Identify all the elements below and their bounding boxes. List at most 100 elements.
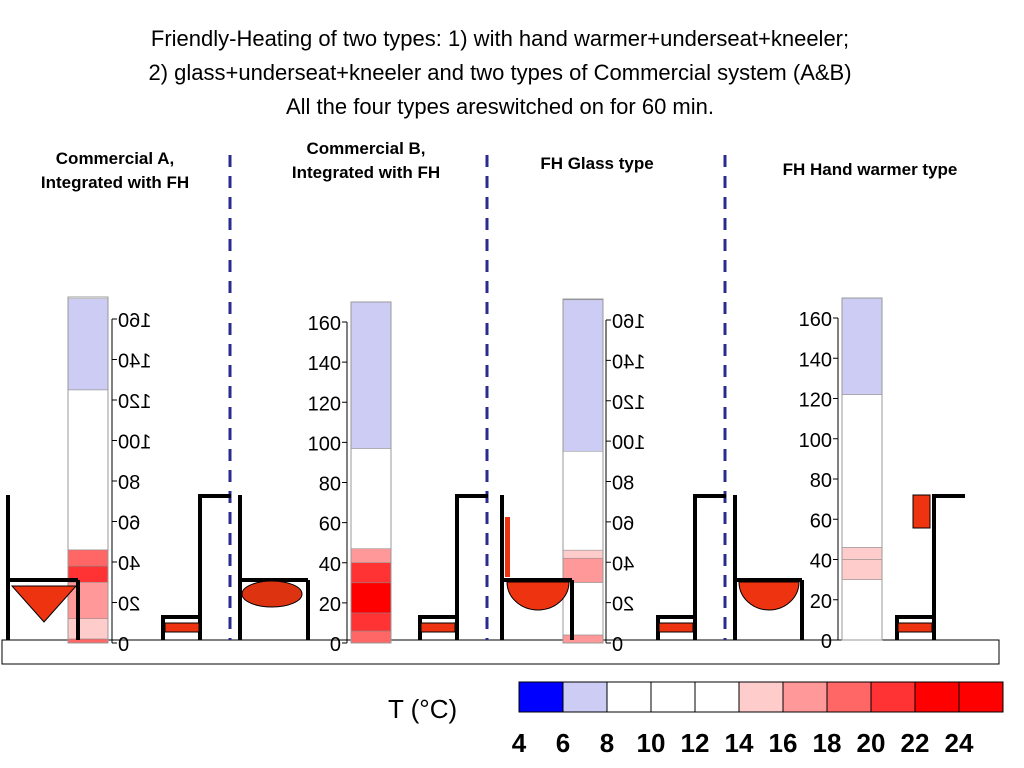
scale-tick-label: 140 (799, 349, 832, 371)
scale-tick-label: 80 (612, 473, 634, 495)
legend-tick-label: 10 (637, 728, 666, 758)
scale-tick-label: 0 (612, 634, 623, 656)
legend-tick-label: 24 (945, 728, 974, 758)
legend-tick-label: 8 (600, 728, 614, 758)
column-layer (67, 549, 109, 567)
scale-tick-label: 120 (799, 390, 832, 412)
church-pew-fh-glass (500, 494, 726, 640)
scale-tick-label: 120 (118, 391, 151, 413)
height-scale: 160 140 120 100 80 60 40 20 0 (308, 313, 348, 656)
column-layer (67, 389, 109, 551)
scale-tick-label: 40 (612, 553, 634, 575)
column-layer (562, 549, 604, 559)
scale-tick-label: 60 (319, 514, 341, 536)
panel-title-commercial-b: Commercial B, Integrated with FH (250, 137, 482, 185)
legend-swatch (650, 681, 696, 713)
panel-title-line: Commercial B, (306, 139, 426, 158)
panel-title-fh-hand-warmer: FH Hand warmer type (740, 158, 1000, 182)
temperature-column (562, 298, 604, 644)
legend-swatch (826, 681, 872, 713)
scale-tick-label: 100 (612, 432, 645, 454)
scale-tick-label: 0 (821, 631, 832, 653)
legend-tick-label: 12 (681, 728, 710, 758)
scale-tick-label: 20 (810, 591, 832, 613)
column-layer (562, 634, 604, 644)
height-scale: 160 140 120 100 80 60 40 20 0 (799, 309, 839, 653)
column-layer (67, 618, 109, 640)
scale-tick-label: 0 (330, 634, 341, 656)
legend-swatch (518, 681, 564, 713)
legend-tick-label: 18 (813, 728, 842, 758)
legend-swatch (738, 681, 784, 713)
scale-tick-label: 140 (612, 351, 645, 373)
column-layer (562, 582, 604, 636)
scale-tick-label: 20 (118, 594, 140, 616)
scale-tick-label: 160 (799, 309, 832, 331)
column-layer (841, 394, 883, 548)
legend-tick-label: 20 (857, 728, 886, 758)
panel-title-commercial-a: Commercial A, Integrated with FH (0, 147, 230, 195)
scale-tick-label: 100 (799, 430, 832, 452)
underseat-heater (241, 580, 303, 608)
column-layer (350, 562, 392, 584)
panel-title-line: Commercial A, (55, 149, 175, 168)
glass-heater (505, 517, 510, 577)
scale-tick-label: 40 (319, 554, 341, 576)
column-layer (67, 298, 109, 391)
temperature-column (350, 301, 392, 644)
scale-tick-label: 20 (612, 594, 634, 616)
column-layer (841, 547, 883, 560)
scale-tick-label: 0 (118, 634, 129, 656)
legend-tick-label: 6 (556, 728, 570, 758)
scale-tick-label: 20 (319, 594, 341, 616)
temperature-column (67, 296, 109, 644)
panel-title-fh-glass: FH Glass type (497, 152, 697, 176)
legend-tick-label: 16 (769, 728, 798, 758)
scale-tick-label: 140 (118, 351, 151, 373)
title-line-3: All the four types areswitched on for 60… (286, 94, 714, 119)
legend-title: T (°C) (388, 694, 458, 724)
legend-swatch (958, 681, 1004, 713)
column-layer (562, 450, 604, 551)
scale-tick-label: 60 (118, 513, 140, 535)
height-scale: 160 140 120 100 80 60 40 20 0 (605, 311, 645, 656)
column-outline (350, 301, 392, 644)
column-layer (562, 299, 604, 452)
legend-tick-label: 14 (725, 728, 754, 758)
column-layer (350, 612, 392, 632)
church-pew-commercial-a (6, 494, 231, 640)
panel-title-line: Integrated with FH (291, 163, 441, 182)
legend-tick-label: 22 (901, 728, 930, 758)
scale-tick-label: 160 (612, 311, 645, 333)
kneeler-heater (164, 622, 200, 633)
scale-tick-label: 80 (118, 472, 140, 494)
scale-tick-label: 80 (810, 470, 832, 492)
legend-swatch (914, 681, 960, 713)
hand-warmer-heater (912, 494, 931, 529)
title-line-2: 2) glass+underseat+kneeler and two types… (148, 60, 852, 85)
legend-swatch (870, 681, 916, 713)
panel-title-line: Integrated with FH (40, 173, 190, 192)
title-line-1: Friendly-Heating of two types: 1) with h… (150, 26, 850, 51)
temperature-column (841, 297, 883, 641)
panel-title-line: FH Glass type (540, 154, 654, 173)
scale-tick-label: 120 (612, 392, 645, 414)
scale-tick-label: 140 (308, 353, 341, 375)
scale-tick-label: 60 (612, 513, 634, 535)
column-layer (841, 579, 883, 641)
column-layer (841, 559, 883, 580)
column-layer (350, 582, 392, 614)
column-layer (67, 638, 109, 644)
underseat-heater (10, 585, 78, 623)
column-layer (350, 630, 392, 644)
column-outline (67, 296, 109, 644)
scale-tick-label: 120 (308, 393, 341, 415)
column-outline (841, 297, 883, 641)
scale-tick-label: 160 (118, 310, 151, 332)
scale-tick-label: 100 (118, 432, 151, 454)
underseat-heater (738, 581, 800, 611)
legend-swatch (562, 681, 608, 713)
church-pew-commercial-b (238, 494, 488, 640)
scale-tick-label: 160 (308, 313, 341, 335)
panel-title-line: FH Hand warmer type (782, 160, 958, 179)
